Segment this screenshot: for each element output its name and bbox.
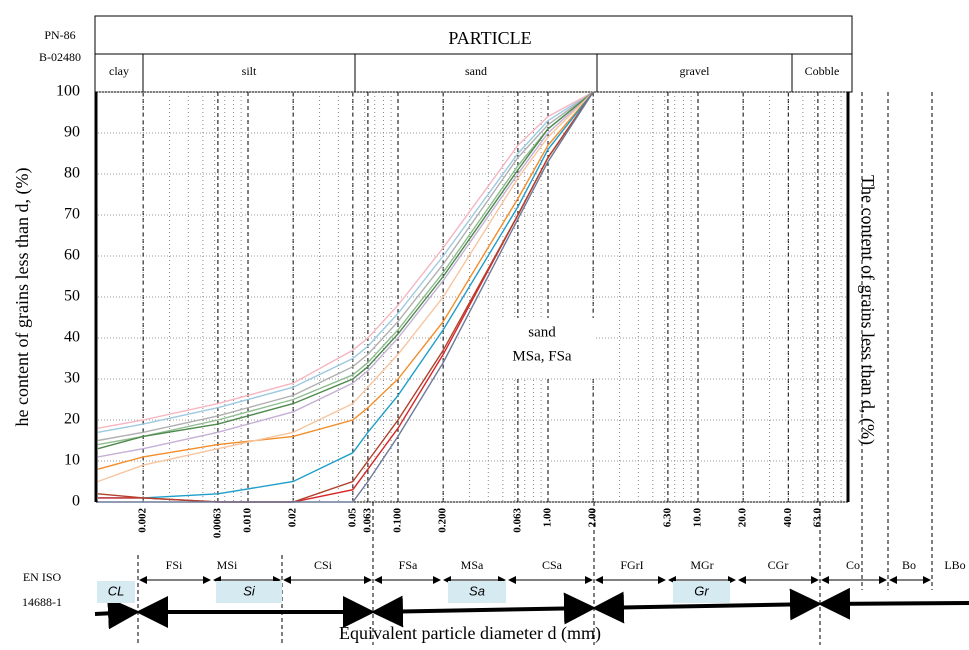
subfraction-label: FSi (166, 558, 183, 572)
x-tick-label: 0.0063 (211, 508, 223, 539)
grading-curve (98, 91, 594, 499)
y-tick-label: 0 (72, 493, 80, 510)
fraction-label: clay (109, 64, 129, 78)
x-tick-label: 40.0 (782, 508, 794, 528)
fraction-box-label: Si (243, 583, 256, 598)
y-tick-label: 50 (64, 288, 80, 305)
x-tick-label: 0.010 (242, 508, 254, 533)
subfraction-label: CSa (542, 558, 563, 572)
subfraction-label: Co (846, 558, 860, 572)
grading-curve (97, 91, 594, 470)
x-tick-label: 0.200 (437, 508, 449, 533)
x-tick-label: 10.0 (692, 508, 704, 528)
y-tick-label: 20 (64, 411, 80, 428)
y-tick-label: 90 (64, 124, 80, 141)
y2-axis-title: The content of grains less than d, (%) (857, 175, 878, 445)
fraction-label: Cobble (805, 64, 840, 78)
x-tick-label: 0.05 (346, 508, 358, 528)
subfraction-label: CSi (314, 558, 333, 572)
fraction-label: silt (242, 64, 257, 78)
x-tick-label: 0.002 (137, 508, 149, 533)
grading-curve (97, 91, 594, 446)
grading-curve (97, 91, 594, 503)
iso-standard: EN ISO (23, 570, 62, 584)
x-tick-label: 0.02 (287, 508, 299, 528)
x-tick-label: 0.063 (361, 508, 373, 533)
y-axis-title: he content of grains less than d, (%) (12, 168, 33, 427)
fraction-box (97, 581, 135, 603)
fraction-box-label: Sa (469, 583, 485, 598)
standard: B-02480 (39, 50, 81, 64)
x-tick-label: 1.00 (542, 508, 554, 528)
plot (97, 91, 848, 503)
grading-curve (97, 91, 594, 450)
y-tick-label: 100 (56, 83, 80, 100)
y-tick-label: 30 (64, 370, 80, 387)
y-tick-label: 40 (64, 329, 80, 346)
fraction-box (216, 581, 282, 603)
fraction-box-label: CL (108, 583, 125, 598)
annotation: MSa, FSa (512, 348, 572, 364)
fraction-box-label: Gr (694, 583, 709, 598)
grading-curve (97, 91, 594, 442)
grading-curve (98, 91, 594, 503)
grading-curve (97, 91, 594, 429)
y-tick-label: 10 (64, 452, 80, 469)
subfraction-label: LBo (944, 558, 965, 572)
subfraction-label: FGrI (620, 558, 643, 572)
y-tick-label: 60 (64, 247, 80, 264)
grading-curve (97, 91, 594, 433)
x-tick-label: 6.30 (661, 508, 673, 528)
header-title: PARTICLE (448, 28, 531, 48)
subfraction-label: CGr (768, 558, 789, 572)
x-tick-label: 0.100 (392, 508, 404, 533)
fraction-label: sand (465, 64, 487, 78)
y-tick-label: 80 (64, 165, 80, 182)
fraction-box (673, 581, 730, 603)
standard: PN-86 (44, 28, 75, 42)
annotation: sand (528, 324, 556, 340)
x-tick-label: 0.063 (511, 508, 523, 533)
subfraction-label: FSa (399, 558, 418, 572)
subfraction-label: MGr (690, 558, 713, 572)
x-axis-title: Equivalent particle diameter d (mm) (339, 623, 601, 644)
iso-standard: 14688-1 (22, 595, 62, 609)
grading-curve (97, 91, 594, 483)
grading-curve (97, 91, 594, 458)
scale-baseline (94, 587, 969, 630)
subfraction-label: Bo (902, 558, 916, 572)
y-tick-label: 70 (64, 206, 80, 223)
subfraction-label: MSa (461, 558, 484, 572)
annotation-box (490, 318, 595, 378)
subfraction-label: MSi (217, 558, 238, 572)
x-tick-label: 20.0 (737, 508, 749, 528)
x-tick-label: 2.00 (587, 508, 599, 528)
fraction-box (448, 581, 506, 603)
x-tick-label: 63.0 (811, 508, 823, 528)
fraction-label: gravel (680, 64, 711, 78)
